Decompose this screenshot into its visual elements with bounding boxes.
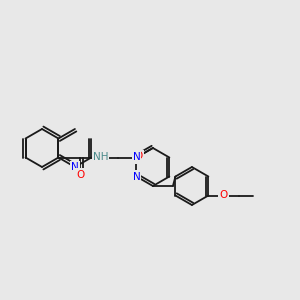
Text: N: N [71,162,79,172]
Text: O: O [219,190,227,200]
Text: O: O [135,151,143,161]
Text: NH: NH [93,152,108,163]
Text: N: N [133,172,140,182]
Text: N: N [133,152,140,163]
Text: O: O [76,169,85,179]
